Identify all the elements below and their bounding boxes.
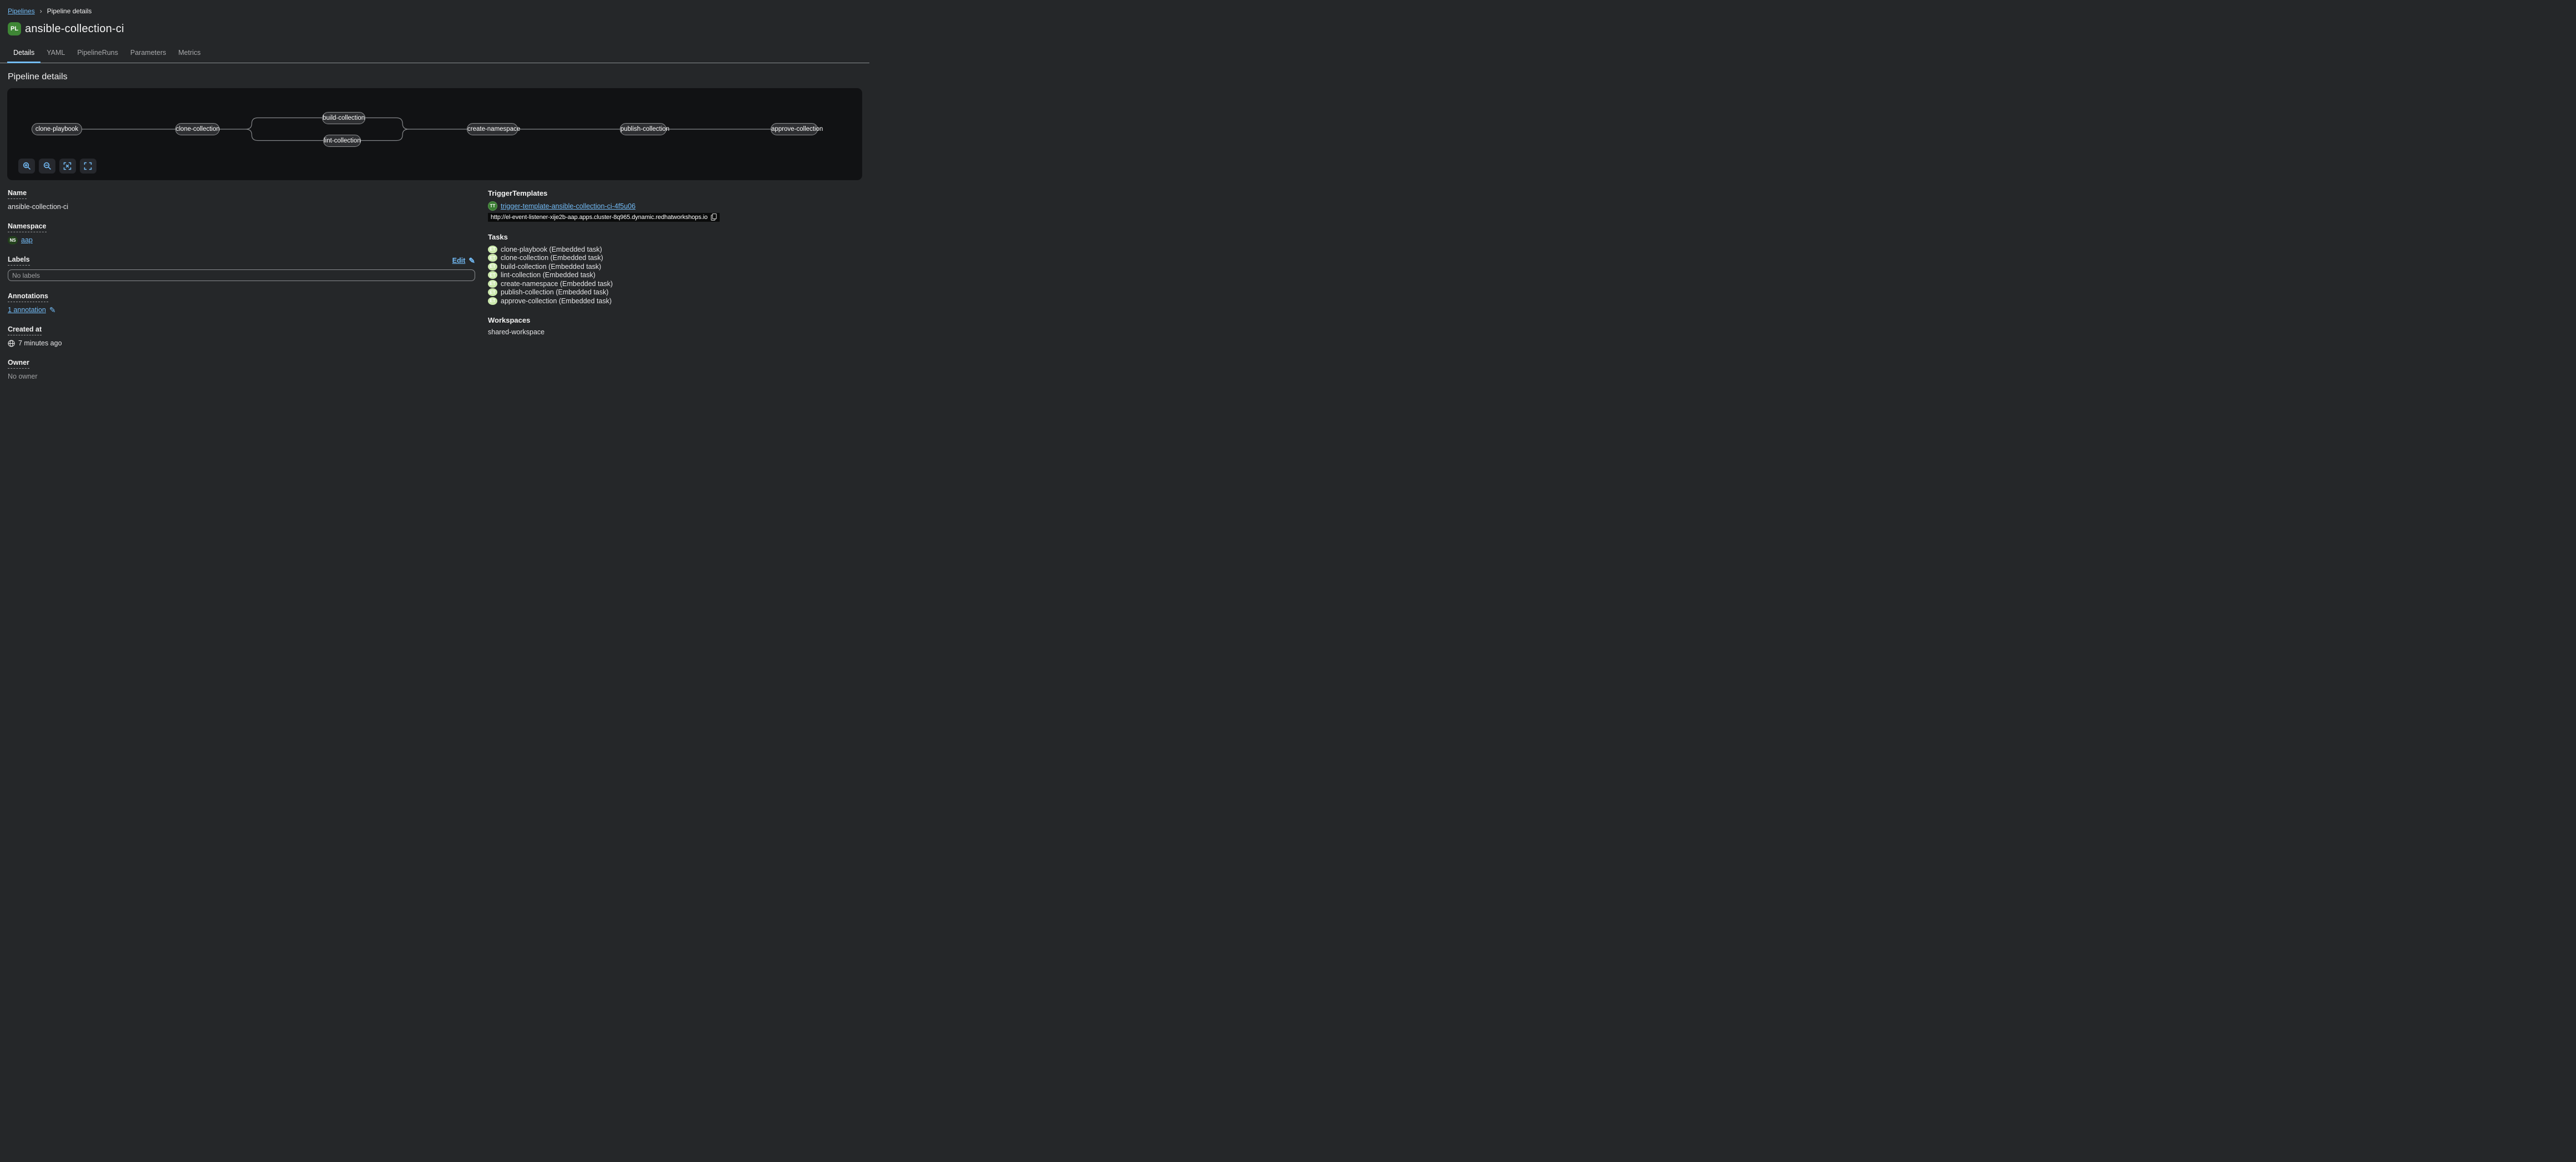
graph-node-approve-collection[interactable]: approve-collection (771, 123, 823, 135)
pencil-icon[interactable]: ✎ (469, 256, 475, 265)
labels-empty-text: No labels (12, 271, 40, 279)
trigger-template-link[interactable]: trigger-template-ansible-collection-ci-4… (501, 202, 636, 210)
task-row: ET publish-collection (Embedded task) (488, 288, 862, 297)
embedded-task-badge: ET (488, 254, 497, 262)
namespace-badge: NS (8, 236, 18, 244)
breadcrumb-current: Pipeline details (47, 7, 92, 15)
details-right-column: TriggerTemplates TT trigger-template-ans… (488, 189, 862, 392)
namespace-label[interactable]: Namespace (8, 222, 47, 232)
task-row: ET approve-collection (Embedded task) (488, 297, 862, 305)
tasks-heading: Tasks (488, 233, 508, 241)
annotations-link[interactable]: 1 annotation (8, 306, 46, 314)
tab-yaml[interactable]: YAML (47, 49, 65, 57)
copy-url-button[interactable] (711, 213, 717, 221)
graph-node-publish-collection[interactable]: publish-collection (620, 123, 669, 135)
annotations-label[interactable]: Annotations (8, 292, 48, 302)
globe-icon (8, 340, 15, 347)
zoom-out-icon (43, 162, 51, 170)
breadcrumb-separator-icon: › (39, 7, 42, 15)
pencil-icon[interactable]: ✎ (49, 305, 56, 314)
created-at-value: 7 minutes ago (18, 339, 62, 347)
page-header: PL ansible-collection-ci (8, 22, 869, 35)
graph-node-build-collection[interactable]: build-collection (322, 111, 365, 124)
breadcrumb-link-pipelines[interactable]: Pipelines (8, 7, 35, 15)
task-label: create-namespace (Embedded task) (501, 279, 613, 288)
created-at-label[interactable]: Created at (8, 325, 42, 335)
workspaces-heading: Workspaces (488, 315, 531, 324)
details-left-column: Name ansible-collection-ci Namespace NS … (8, 189, 475, 392)
graph-node-lint-collection[interactable]: lint-collection (323, 134, 361, 147)
copy-icon (711, 213, 717, 221)
embedded-task-badge: ET (488, 262, 497, 271)
tab-bar: Details YAML PipelineRuns Parameters Met… (0, 43, 869, 63)
fullscreen-icon (84, 162, 92, 170)
task-row: ET create-namespace (Embedded task) (488, 279, 862, 288)
tab-metrics[interactable]: Metrics (178, 49, 201, 57)
task-row: ET clone-collection (Embedded task) (488, 254, 862, 263)
namespace-link[interactable]: aap (21, 236, 33, 244)
fit-to-screen-button[interactable] (59, 159, 76, 174)
page-title: ansible-collection-ci (25, 22, 124, 35)
task-row: ET lint-collection (Embedded task) (488, 271, 862, 280)
name-label[interactable]: Name (8, 189, 27, 199)
task-label: publish-collection (Embedded task) (501, 288, 609, 297)
expand-arrows-icon (63, 162, 72, 170)
trigger-templates-heading: TriggerTemplates (488, 189, 548, 197)
zoom-out-button[interactable] (39, 159, 55, 174)
event-listener-url-box: http://el-event-listener-xije2b-aap.apps… (488, 213, 720, 222)
labels-label[interactable]: Labels (8, 256, 30, 266)
pipeline-graph[interactable]: clone-playbook clone-collection build-co… (7, 88, 862, 180)
tab-pipelineruns[interactable]: PipelineRuns (77, 49, 119, 57)
workspace-name: shared-workspace (488, 328, 545, 336)
task-row: ET clone-playbook (Embedded task) (488, 245, 862, 254)
owner-label[interactable]: Owner (8, 359, 29, 369)
tab-details[interactable]: Details (7, 43, 41, 63)
trigger-template-badge: TT (488, 201, 497, 211)
embedded-task-badge: ET (488, 279, 497, 288)
breadcrumb: Pipelines › Pipeline details (0, 0, 869, 16)
labels-edit-link[interactable]: Edit (452, 257, 466, 264)
pipeline-edges (82, 117, 771, 141)
task-label: approve-collection (Embedded task) (501, 297, 612, 305)
task-label: clone-playbook (Embedded task) (501, 245, 602, 253)
graph-node-clone-playbook[interactable]: clone-playbook (32, 123, 82, 135)
graph-node-create-namespace[interactable]: create-namespace (467, 123, 520, 135)
task-label: build-collection (Embedded task) (501, 262, 602, 271)
embedded-task-badge: ET (488, 245, 497, 253)
zoom-in-button[interactable] (18, 159, 35, 174)
task-list: ET clone-playbook (Embedded task) ET clo… (488, 245, 862, 305)
pipeline-badge: PL (8, 22, 21, 35)
zoom-in-icon (23, 162, 30, 170)
event-listener-url: http://el-event-listener-xije2b-aap.apps… (491, 213, 708, 221)
graph-node-clone-collection[interactable]: clone-collection (175, 123, 220, 135)
task-label: clone-collection (Embedded task) (501, 254, 603, 262)
task-label: lint-collection (Embedded task) (501, 271, 595, 279)
details-section: Name ansible-collection-ci Namespace NS … (0, 180, 869, 392)
embedded-task-badge: ET (488, 297, 497, 305)
labels-box: No labels (8, 269, 475, 281)
task-row: ET build-collection (Embedded task) (488, 262, 862, 271)
owner-value: No owner (8, 373, 38, 380)
embedded-task-badge: ET (488, 288, 497, 297)
section-title: Pipeline details (8, 72, 68, 81)
name-value: ansible-collection-ci (8, 203, 69, 211)
tab-parameters[interactable]: Parameters (130, 49, 166, 57)
fullscreen-button[interactable] (79, 159, 96, 174)
embedded-task-badge: ET (488, 271, 497, 279)
